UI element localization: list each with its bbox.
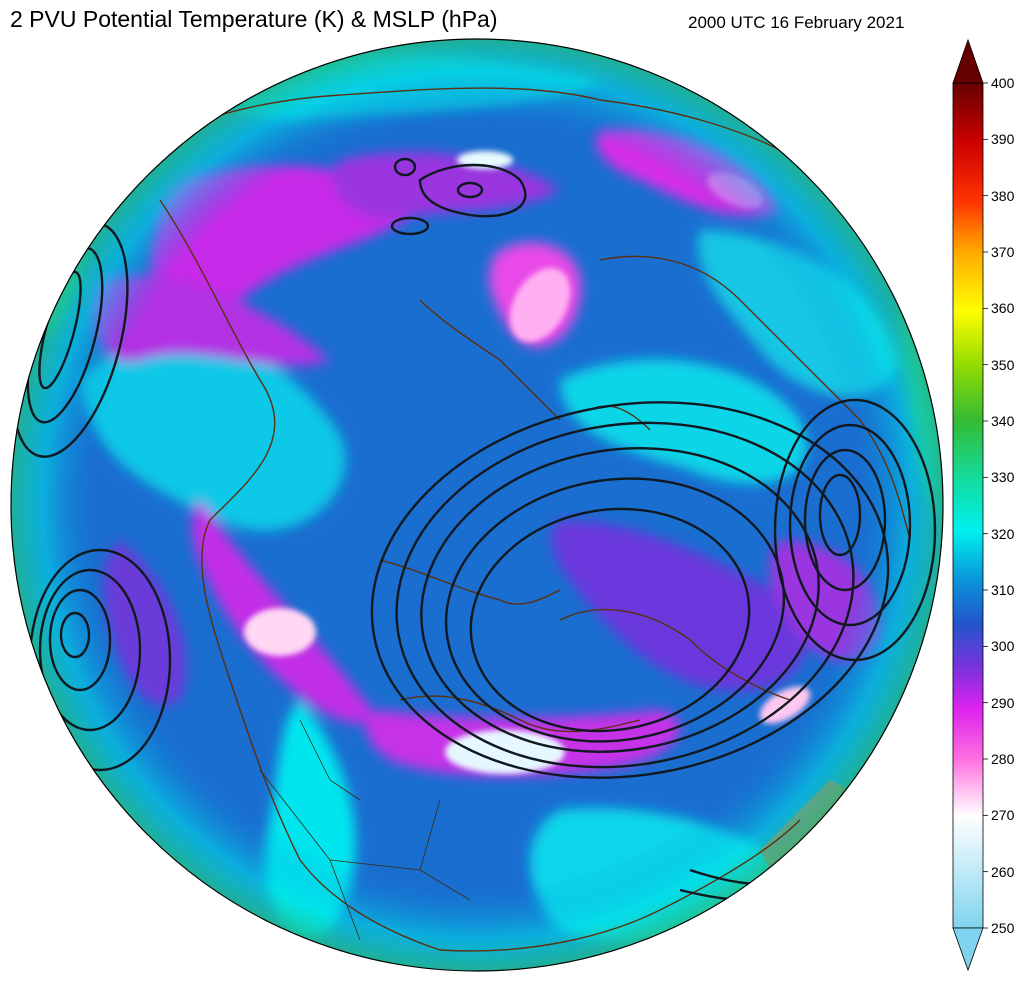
colorbar-tick-label: 300 bbox=[991, 638, 1015, 655]
colorbar-tick-label: 250 bbox=[991, 920, 1015, 936]
colorbar-tick-label: 310 bbox=[991, 582, 1015, 598]
colorbar-tick-label: 330 bbox=[991, 469, 1015, 486]
colorbar-tick-label: 320 bbox=[991, 525, 1015, 542]
colorbar-tick-label: 260 bbox=[991, 863, 1015, 880]
colorbar-tick-label: 390 bbox=[991, 131, 1015, 148]
colorbar-tick-label: 360 bbox=[991, 300, 1015, 317]
colorbar-tick-label: 350 bbox=[991, 356, 1015, 373]
map-title: 2 PVU Potential Temperature (K) & MSLP (… bbox=[10, 6, 498, 32]
colorbar-tick-label: 290 bbox=[991, 694, 1015, 711]
globe-outline bbox=[10, 38, 944, 972]
colorbar-extend-max bbox=[952, 38, 984, 84]
colorbar-tick-label: 400 bbox=[991, 75, 1015, 91]
colorbar-tick-label: 380 bbox=[991, 187, 1015, 204]
borders bbox=[259, 719, 471, 941]
colorbar-extend-min bbox=[952, 927, 984, 972]
valid-time: 2000 UTC 16 February 2021 bbox=[688, 13, 905, 32]
colorbar-body bbox=[952, 82, 984, 929]
colorbar bbox=[952, 38, 988, 972]
colorbar-ticks bbox=[983, 82, 988, 929]
colorbar-tick-label: 370 bbox=[991, 244, 1015, 260]
globe bbox=[11, 39, 943, 971]
colorbar-tick-label: 340 bbox=[991, 413, 1015, 429]
colorbar-tick-label: 270 bbox=[991, 807, 1015, 824]
colorbar-tick-label: 280 bbox=[991, 751, 1015, 767]
